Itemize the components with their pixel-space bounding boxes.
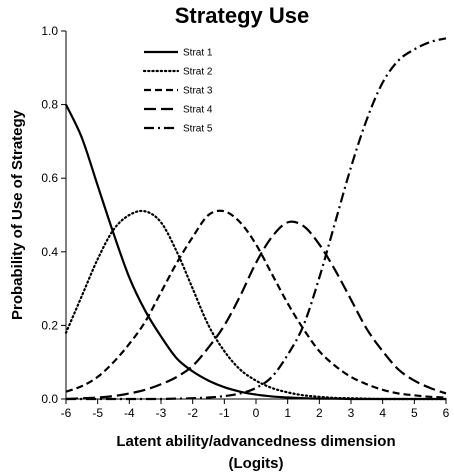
y-axis-ticks: 0.0 0.2 0.4 0.6 0.8 1.0 — [41, 24, 66, 406]
x-tick-label: 3 — [348, 406, 355, 420]
x-tick-label: -4 — [124, 406, 135, 420]
y-axis-label: Probability of Use of Strategy — [9, 109, 26, 320]
legend-label: Strat 4 — [183, 105, 213, 116]
series-line-strat-3 — [65, 209, 447, 399]
x-axis-ticks: -6 -5 -4 -3 -2 -1 0 1 2 3 4 5 6 — [61, 399, 450, 420]
legend-label: Strat 3 — [183, 86, 213, 97]
y-tick-label: 0.0 — [41, 392, 58, 406]
x-tick-label: -6 — [61, 406, 72, 420]
x-tick-label: -1 — [219, 406, 230, 420]
x-tick-label: 2 — [316, 406, 323, 420]
series-line-strat-1 — [65, 104, 446, 401]
x-tick-label: 6 — [443, 406, 450, 420]
series-line-strat-5 — [65, 37, 447, 401]
x-tick-label: 0 — [253, 406, 260, 420]
legend-label: Strat 1 — [183, 48, 213, 59]
series-line-strat-4 — [65, 220, 447, 401]
y-tick-label: 0.6 — [41, 171, 58, 185]
legend-label: Strat 2 — [183, 67, 213, 78]
plot-area — [65, 31, 446, 400]
x-tick-label: -2 — [187, 406, 198, 420]
x-tick-label: -3 — [156, 406, 167, 420]
x-tick-label: 1 — [284, 406, 291, 420]
x-tick-label: -5 — [92, 406, 103, 420]
y-tick-label: 0.8 — [41, 98, 58, 112]
series-lines — [64, 37, 448, 401]
x-axis-label: Latent ability/advancedness dimension — [116, 433, 395, 450]
y-tick-label: 0.4 — [41, 245, 58, 259]
chart-title: Strategy Use — [175, 3, 310, 28]
legend: Strat 1 Strat 2 Strat 3 Strat 4 Strat 5 — [142, 48, 213, 135]
x-tick-label: 4 — [379, 406, 386, 420]
x-tick-label: 5 — [411, 406, 418, 420]
x-axis-label-units: (Logits) — [229, 455, 284, 472]
y-tick-label: 1.0 — [41, 24, 58, 38]
legend-label: Strat 5 — [183, 124, 213, 135]
y-tick-label: 0.2 — [41, 318, 58, 332]
series-line-strat-2 — [64, 209, 448, 401]
